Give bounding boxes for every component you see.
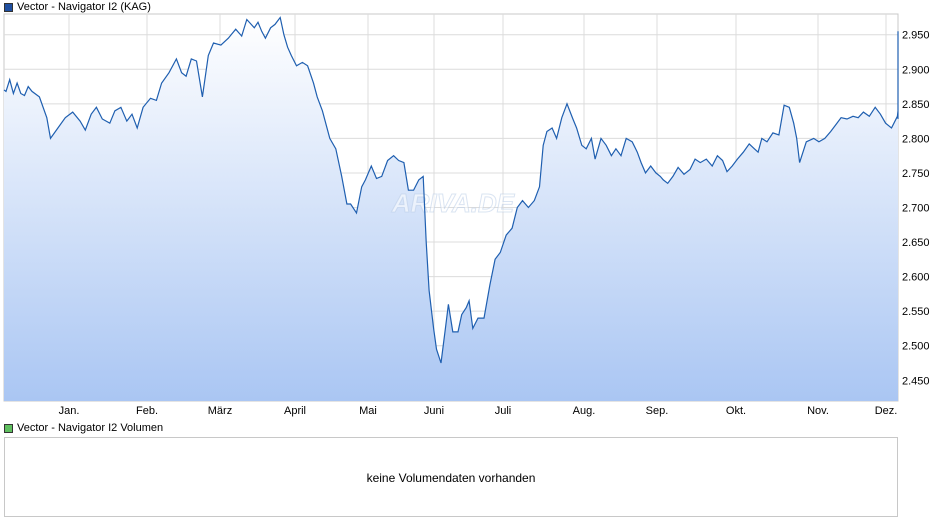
x-tick-label: Feb. xyxy=(136,405,158,417)
x-tick-label: Nov. xyxy=(807,405,829,417)
price-line xyxy=(3,16,899,364)
x-tick-label: Okt. xyxy=(726,405,746,417)
y-tick-label: 2.750 xyxy=(902,168,930,180)
volume-legend-swatch xyxy=(4,423,13,433)
x-tick-label: Juni xyxy=(424,405,444,417)
y-tick-label: 2.500 xyxy=(902,341,930,353)
x-tick-label: Juli xyxy=(495,405,512,417)
price-legend: Vector - Navigator I2 (KAG) xyxy=(4,1,151,13)
x-tick-label: Aug. xyxy=(573,405,596,417)
x-tick-label: April xyxy=(284,405,306,417)
volume-panel: keine Volumendaten vorhanden xyxy=(4,437,898,517)
watermark: ARIVA.DE xyxy=(391,188,515,218)
price-legend-label: Vector - Navigator I2 (KAG) xyxy=(17,1,151,13)
price-area xyxy=(4,17,898,401)
x-tick-label: Jan. xyxy=(59,405,80,417)
volume-legend-label: Vector - Navigator I2 Volumen xyxy=(17,422,164,434)
x-tick-label: Sep. xyxy=(646,405,669,417)
x-tick-label: Dez. xyxy=(875,405,898,417)
y-tick-label: 2.550 xyxy=(902,306,930,318)
x-tick-label: Mai xyxy=(359,405,377,417)
y-tick-label: 2.950 xyxy=(902,30,930,42)
volume-empty-message: keine Volumendaten vorhanden xyxy=(366,471,536,485)
price-chart: ARIVA.DE 2.450 2.500 2.550 2.600 2.650 2.700 2… xyxy=(3,13,930,417)
y-tick-label: 2.600 xyxy=(902,272,930,284)
y-tick-label: 2.450 xyxy=(902,375,930,387)
y-tick-label: 2.800 xyxy=(902,133,930,145)
x-tick-label: März xyxy=(208,405,232,417)
y-tick-label: 2.700 xyxy=(902,203,930,215)
price-legend-swatch xyxy=(4,2,13,12)
volume-legend: Vector - Navigator I2 Volumen xyxy=(4,422,163,434)
y-tick-label: 2.900 xyxy=(902,64,930,76)
y-tick-label: 2.850 xyxy=(902,99,930,111)
y-tick-label: 2.650 xyxy=(902,237,930,249)
